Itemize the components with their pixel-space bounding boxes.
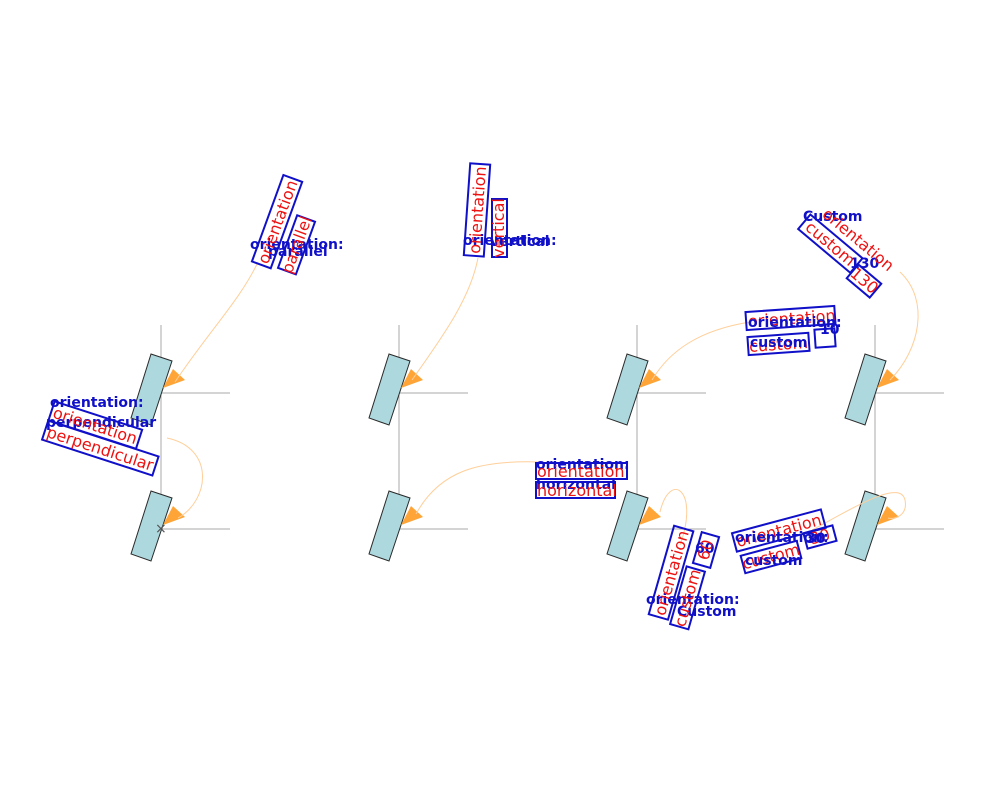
label-orientation: orientation: <box>735 530 829 546</box>
rotated-label-number: 30 <box>808 525 833 549</box>
label-number: 60 <box>695 541 715 557</box>
panel-4: Custom 130 orientation custom 130 orient… <box>730 204 944 575</box>
connector-curve <box>411 257 479 381</box>
rotated-label-group: 30 <box>802 524 838 550</box>
arrow-head <box>401 369 423 388</box>
arrow-head <box>877 506 899 525</box>
label-number: 130 <box>850 256 879 272</box>
label-box <box>845 263 883 299</box>
label-orientation: orientation: <box>463 233 557 249</box>
label-box <box>744 304 837 332</box>
label-box <box>730 508 827 553</box>
label-vertical: vertical <box>490 234 550 250</box>
arrow-head <box>877 369 899 388</box>
target-rectangle <box>844 353 887 426</box>
label-box <box>746 331 811 357</box>
label-orientation: orientation: <box>646 592 740 608</box>
label-orientation: orientation: <box>250 237 344 253</box>
panel-1: × orientation: perpendicular orientation… <box>40 173 344 562</box>
label-box <box>462 162 492 258</box>
label-box <box>535 462 628 480</box>
label-box <box>491 198 508 258</box>
label-orientation: orientation: <box>748 315 842 331</box>
label-horizontal-red: horizontal <box>537 481 617 500</box>
target-rectangle <box>368 353 411 426</box>
target-rectangle <box>606 490 649 562</box>
origin-marker: × <box>155 521 167 537</box>
label-custom: custom <box>745 553 803 569</box>
label-orientation-red: orientation <box>537 462 625 481</box>
label-box <box>813 327 837 349</box>
connector-curve <box>889 271 919 381</box>
panel-3: orientation orientation: 10 custom custo… <box>606 304 842 631</box>
connector-curve <box>166 437 203 519</box>
label-box <box>40 419 160 477</box>
label-box <box>691 530 721 570</box>
rotated-label-group: 60 <box>691 530 721 570</box>
label-box <box>739 539 803 575</box>
connector-curve <box>811 492 906 531</box>
arrow-head <box>163 369 185 388</box>
arrow-head <box>401 506 423 525</box>
rotated-label-group: orientation <box>462 162 492 258</box>
label-number: 30 <box>806 531 826 547</box>
arrow-head <box>639 506 661 525</box>
target-rectangle <box>130 490 173 562</box>
label-box <box>647 524 695 621</box>
label-custom: custom <box>750 335 808 351</box>
label-perpendicular: perpendicular <box>46 415 156 431</box>
rotated-label-vertical: vertical <box>489 198 508 258</box>
target-rectangle <box>606 353 649 426</box>
label-box <box>668 565 707 631</box>
arrow-head <box>163 506 185 525</box>
rotated-label-group: vertical <box>489 198 508 258</box>
connector-curve <box>651 321 751 381</box>
label-box <box>802 524 838 550</box>
target-rectangle <box>130 353 173 426</box>
target-rectangle <box>368 490 411 562</box>
label-box <box>250 173 304 270</box>
label-box <box>535 481 616 499</box>
arrow-head <box>639 369 661 388</box>
label-orientation: orientation: <box>536 457 630 473</box>
rotated-label-number: 60 <box>694 537 718 562</box>
label-box <box>276 213 317 276</box>
connector-curve <box>415 461 541 515</box>
panel-2: orientation: vertical orientation vertic… <box>368 162 630 562</box>
connector-curve <box>174 261 259 383</box>
label-custom-red: custom <box>748 333 808 356</box>
